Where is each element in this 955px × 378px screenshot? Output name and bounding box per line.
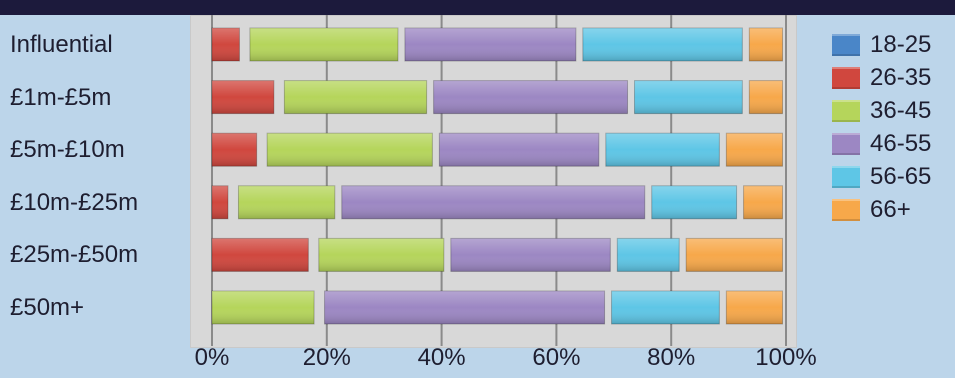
legend-label: 46-55: [870, 129, 932, 157]
bar-shine-4-1: [212, 238, 309, 272]
x-tick-label: 100%: [755, 344, 817, 371]
category-label: £10m-£25m: [10, 188, 139, 216]
bar-shine-3-3: [341, 185, 645, 219]
bar-shine-2-5: [726, 133, 783, 167]
legend-label: 66+: [870, 195, 911, 223]
x-tick-label: 60%: [532, 344, 581, 371]
bar-shine-4-2: [318, 238, 444, 272]
legend-label: 36-45: [870, 96, 932, 124]
legend-swatch: [832, 99, 860, 122]
category-label: £50m+: [10, 294, 85, 321]
bar-shine-2-4: [605, 133, 720, 167]
bar-shine-1-3: [433, 80, 628, 114]
top-band: [0, 0, 955, 15]
bar-shine-3-5: [743, 185, 783, 219]
x-tick-label: 40%: [417, 344, 466, 371]
legend-label: 18-25: [870, 30, 932, 58]
bar-shine-4-5: [686, 238, 783, 272]
x-tick-label: 20%: [302, 344, 351, 371]
legend-item: 46-55: [832, 127, 931, 160]
legend-label: 26-35: [870, 63, 932, 91]
bar-shine-1-4: [634, 80, 743, 114]
bar-shine-0-1: [212, 28, 240, 61]
bar-shine-4-3: [450, 238, 611, 272]
bar-shine-1-5: [749, 80, 783, 114]
bar-shine-1-1: [212, 80, 274, 114]
bar-shine-5-2: [212, 291, 315, 324]
legend-swatch: [832, 132, 860, 155]
legend-label: 56-65: [870, 162, 932, 190]
legend-swatch: [832, 165, 860, 188]
legend: 18-25 26-35 36-45 46-55 56-65 66+: [832, 28, 931, 226]
legend-item: 66+: [832, 193, 931, 226]
category-label: £25m-£50m: [10, 241, 139, 269]
legend-swatch: [832, 66, 860, 89]
legend-swatch: [832, 33, 860, 56]
bar-shine-0-2: [249, 28, 398, 61]
bar-shine-5-3: [324, 291, 605, 324]
bar-shine-2-2: [267, 133, 433, 167]
legend-item: 56-65: [832, 160, 931, 193]
legend-item: 36-45: [832, 94, 931, 127]
bar-shine-0-4: [582, 28, 743, 61]
category-label: £5m-£10m: [10, 136, 125, 164]
bar-shine-5-5: [726, 291, 783, 324]
bar-shine-1-2: [284, 80, 427, 114]
bar-shine-3-1: [212, 185, 228, 219]
legend-item: 18-25: [832, 28, 931, 61]
bar-shine-3-4: [651, 185, 737, 219]
category-label: Influential: [10, 31, 113, 58]
category-label: £1m-£5m: [10, 83, 112, 111]
bar-shine-4-4: [617, 238, 680, 272]
bar-shine-5-4: [611, 291, 720, 324]
bar-shine-3-2: [238, 185, 335, 219]
bar-shine-0-3: [404, 28, 576, 61]
bar-shine-0-5: [749, 28, 783, 61]
bar-shine-2-1: [212, 133, 257, 167]
x-tick-label: 0%: [194, 344, 230, 371]
legend-item: 26-35: [832, 61, 931, 94]
bar-shine-2-3: [439, 133, 599, 167]
x-tick-label: 80%: [647, 344, 696, 371]
legend-swatch: [832, 198, 860, 221]
